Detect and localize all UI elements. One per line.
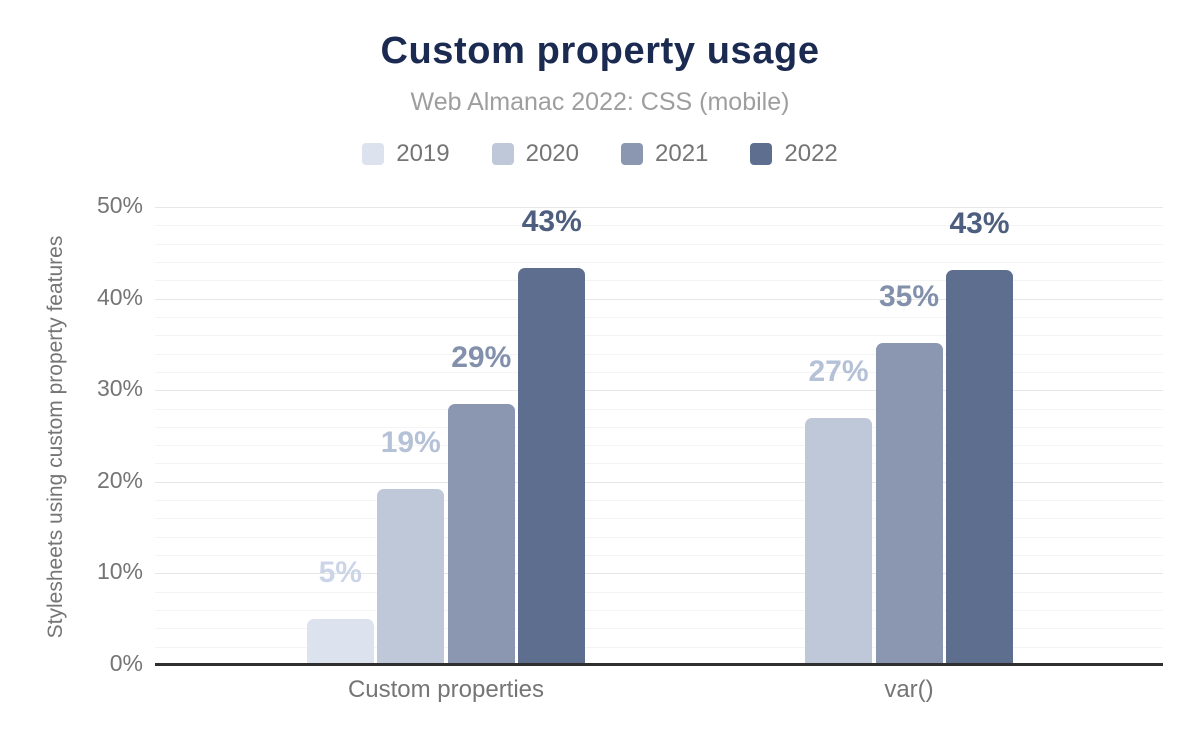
- bar-value-label-2019-custom-properties: 5%: [318, 556, 362, 590]
- gridline-minor-34: [155, 353, 1163, 355]
- legend: 2019 2020 2021 2022: [0, 142, 1200, 166]
- gridline-minor-38: [155, 316, 1163, 318]
- legend-swatch-2019: [362, 143, 385, 165]
- legend-label-2019: 2019: [396, 140, 450, 167]
- gridline-minor-8: [155, 591, 1163, 593]
- gridline-minor-32: [155, 371, 1163, 373]
- y-tick-label-50: 50%: [96, 192, 143, 218]
- gridline-major-50: [155, 207, 1163, 208]
- gridline-minor-28: [155, 408, 1163, 410]
- legend-label-2022: 2022: [784, 140, 838, 167]
- gridline-minor-44: [155, 261, 1163, 263]
- y-tick-label-40: 40%: [96, 283, 143, 310]
- gridline-minor-36: [155, 335, 1163, 337]
- bar-2022-custom-properties: [518, 268, 586, 665]
- bar-value-label-2022-custom-properties: 43%: [521, 205, 582, 239]
- legend-item-2020: 2020: [491, 140, 579, 167]
- bar-value-label-2021-var: 35%: [878, 279, 940, 313]
- legend-item-2019: 2019: [362, 140, 450, 167]
- gridline-minor-48: [155, 225, 1163, 227]
- gridline-minor-24: [155, 445, 1163, 447]
- y-tick-label-0: 0%: [109, 650, 143, 676]
- x-category-label-var: var(): [884, 676, 934, 703]
- gridline-minor-42: [155, 280, 1163, 282]
- gridline-major-20: [155, 481, 1163, 483]
- bar-2021-var: [875, 342, 943, 665]
- y-tick-label-10: 10%: [96, 558, 143, 585]
- x-axis-line: [155, 663, 1163, 666]
- y-tick-label-20: 20%: [96, 466, 143, 493]
- chart-subtitle: Web Almanac 2022: CSS (mobile): [410, 88, 790, 116]
- gridline-minor-14: [155, 536, 1163, 538]
- gridline-minor-18: [155, 500, 1163, 502]
- gridline-major-40: [155, 298, 1163, 300]
- bar-value-label-2020-custom-properties: 19%: [380, 426, 441, 460]
- gridline-minor-12: [155, 555, 1163, 557]
- gridline-minor-26: [155, 426, 1163, 428]
- gridline-minor-22: [155, 463, 1163, 465]
- legend-item-2021: 2021: [621, 142, 708, 166]
- y-tick-label-30: 30%: [96, 375, 143, 402]
- legend-swatch-2021: [621, 143, 643, 165]
- gridline-minor-16: [155, 518, 1163, 520]
- legend-swatch-2022: [750, 143, 773, 165]
- bar-value-label-2020-var: 27%: [808, 354, 869, 388]
- gridline-minor-4: [155, 628, 1163, 630]
- gridline-minor-2: [155, 646, 1163, 648]
- bar-2022-var: [946, 270, 1013, 665]
- gridline-minor-46: [155, 243, 1163, 245]
- chart-title: Custom property usage: [380, 30, 820, 72]
- legend-swatch-2020: [491, 143, 514, 165]
- bar-value-label-2022-var: 43%: [949, 207, 1010, 241]
- bar-2020-custom-properties: [377, 489, 445, 665]
- bar-2019-custom-properties: [306, 619, 374, 665]
- legend-label-2020: 2020: [525, 140, 579, 167]
- bar-2021-custom-properties: [447, 403, 515, 665]
- gridline-major-30: [155, 390, 1163, 392]
- legend-label-2021: 2021: [655, 140, 709, 167]
- bar-value-label-2021-custom-properties: 29%: [451, 340, 512, 374]
- bar-2020-var: [805, 417, 872, 665]
- gridline-minor-6: [155, 610, 1163, 612]
- legend-item-2022: 2022: [750, 140, 838, 167]
- gridline-major-10: [155, 573, 1163, 575]
- x-category-label-custom-properties: Custom properties: [347, 676, 545, 703]
